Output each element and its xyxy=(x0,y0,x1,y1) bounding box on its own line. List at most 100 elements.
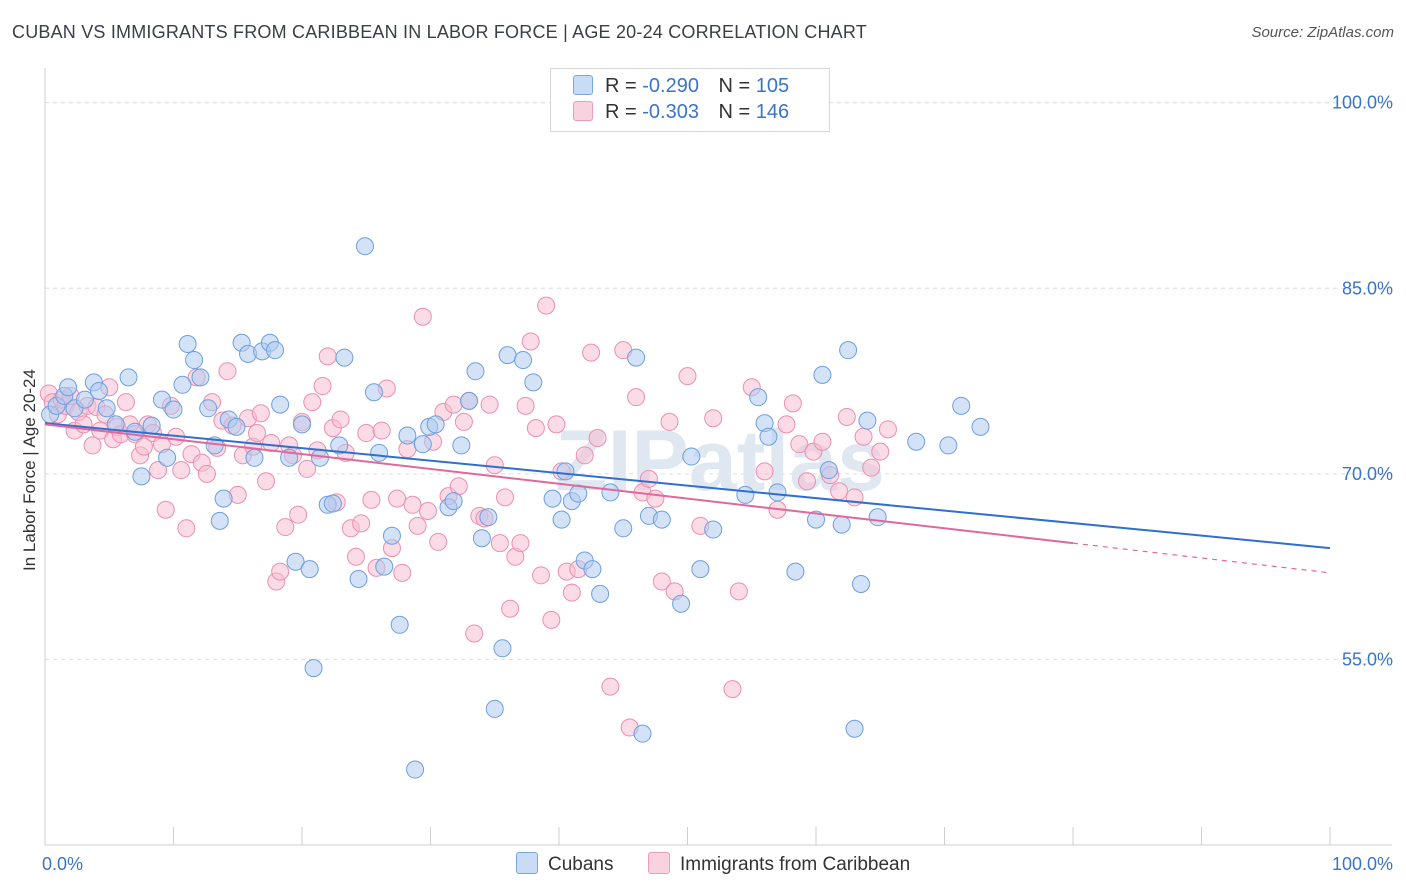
cubans-point xyxy=(75,390,94,409)
caribbean-point xyxy=(601,677,620,696)
r-value: -0.303 xyxy=(642,101,699,123)
caribbean-point xyxy=(798,472,817,491)
cubans-point xyxy=(858,411,877,430)
caribbean-point xyxy=(878,420,897,439)
cubans-point xyxy=(355,237,374,256)
cubans-point xyxy=(759,427,778,446)
caribbean-point xyxy=(704,409,723,428)
caribbean-point xyxy=(465,624,484,643)
cubans-point xyxy=(704,520,723,539)
cubans-point xyxy=(185,351,204,370)
caribbean-point xyxy=(303,393,322,412)
cubans-point xyxy=(59,378,78,397)
n-label: N = xyxy=(718,75,751,97)
grid-layer xyxy=(45,102,1392,660)
caribbean-point xyxy=(289,505,308,524)
caribbean-point xyxy=(729,582,748,601)
cubans-point xyxy=(569,484,588,503)
cubans-point xyxy=(132,467,151,486)
caribbean-point xyxy=(352,514,371,533)
caribbean-swatch xyxy=(573,101,593,121)
cubans-point xyxy=(266,341,285,360)
caribbean-point xyxy=(511,534,530,553)
caribbean-trend-extension xyxy=(1072,542,1331,574)
caribbean-point xyxy=(862,458,881,477)
caribbean-point xyxy=(646,489,665,508)
cubans-point xyxy=(191,368,210,387)
caribbean-point xyxy=(575,446,594,465)
cubans-point xyxy=(323,494,342,513)
cubans-point xyxy=(472,529,491,548)
legend-item-caribbean[interactable]: Immigrants from Caribbean xyxy=(648,852,910,876)
caribbean-point xyxy=(172,461,191,480)
cubans-point xyxy=(971,417,990,436)
cubans-point xyxy=(493,639,512,658)
caribbean-point xyxy=(362,490,381,509)
caribbean-point xyxy=(388,489,407,508)
caribbean-point xyxy=(271,562,290,581)
axis-layer xyxy=(44,68,1392,846)
caribbean-point xyxy=(830,482,849,501)
caribbean-point xyxy=(444,395,463,414)
legend-item-cubans[interactable]: Cubans xyxy=(516,852,614,876)
cubans-point xyxy=(286,552,305,571)
caribbean-point xyxy=(403,495,422,514)
cubans-point xyxy=(939,436,958,455)
caribbean-point xyxy=(149,461,168,480)
x-tick-label: 0.0% xyxy=(42,854,83,874)
cubans-point xyxy=(245,448,264,467)
caribbean-point xyxy=(652,572,671,591)
cubans-point xyxy=(413,435,432,454)
cubans-point xyxy=(682,447,701,466)
cubans-point xyxy=(736,485,755,504)
caribbean-point xyxy=(496,488,515,507)
cubans-point xyxy=(479,508,498,527)
cubans-swatch xyxy=(573,75,593,95)
caribbean-point xyxy=(871,442,890,461)
cubans-point xyxy=(614,519,633,538)
cubans-point xyxy=(466,362,485,381)
caribbean-point xyxy=(490,534,509,553)
caribbean-point xyxy=(313,377,332,396)
cubans-point xyxy=(672,594,691,613)
caribbean-point xyxy=(537,296,556,315)
cubans-point xyxy=(749,388,768,407)
cubans-point xyxy=(227,417,246,436)
chart-title: CUBAN VS IMMIGRANTS FROM CARIBBEAN IN LA… xyxy=(12,22,867,42)
caribbean-point xyxy=(755,462,774,481)
cubans-point xyxy=(819,461,838,480)
cubans-point xyxy=(142,416,161,435)
cubans-point xyxy=(514,351,533,370)
caribbean-point xyxy=(790,435,809,454)
cubans-point xyxy=(601,483,620,502)
cubans-point xyxy=(97,399,116,418)
caribbean-point xyxy=(532,566,551,585)
caribbean-point xyxy=(813,432,832,451)
cubans-point xyxy=(868,508,887,527)
cubans-point xyxy=(543,489,562,508)
cubans-point xyxy=(768,483,787,502)
caribbean-point xyxy=(357,424,376,443)
cubans-point xyxy=(452,436,471,455)
cubans-point xyxy=(158,448,177,467)
caribbean-point xyxy=(177,519,196,538)
cubans-trend-line xyxy=(44,422,1331,550)
caribbean-point xyxy=(480,395,499,414)
caribbean-point xyxy=(521,332,540,351)
caribbean-point xyxy=(454,412,473,431)
cubans-point xyxy=(335,348,354,367)
cubans-point xyxy=(152,390,171,409)
cubans-point xyxy=(406,760,425,779)
cubans-point xyxy=(633,724,652,743)
cubans-point xyxy=(304,659,323,678)
cubans-point xyxy=(390,615,409,634)
caribbean-point xyxy=(156,500,175,519)
caribbean-point xyxy=(372,421,391,440)
caribbean-point xyxy=(413,307,432,326)
stats-legend-box: R = -0.290 N = 105 R = -0.303 N = 146 xyxy=(550,68,830,132)
caribbean-points xyxy=(39,296,897,737)
cubans-point xyxy=(907,432,926,451)
caribbean-point xyxy=(116,393,135,412)
y-tick-label: 85.0% xyxy=(1342,278,1393,298)
cubans-point xyxy=(271,395,290,414)
